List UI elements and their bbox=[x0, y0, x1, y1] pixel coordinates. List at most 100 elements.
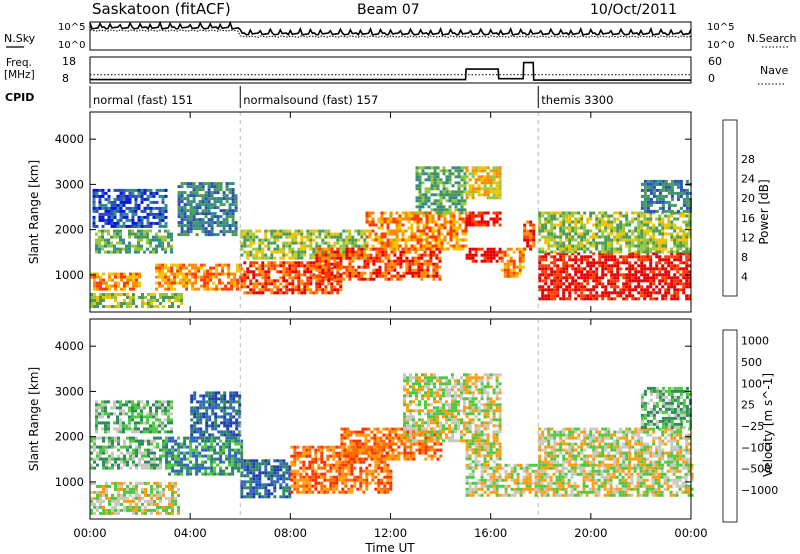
heatmap-cell bbox=[122, 238, 125, 242]
heatmap-cell bbox=[143, 188, 147, 192]
heatmap-cell bbox=[171, 511, 174, 515]
heatmap-cell bbox=[568, 276, 572, 280]
heatmap-cell bbox=[214, 391, 218, 395]
heatmap-cell bbox=[150, 296, 153, 299]
heatmap-cell bbox=[640, 250, 644, 254]
heatmap-cell bbox=[550, 294, 554, 298]
heatmap-cell bbox=[279, 250, 283, 254]
nsky-label: N.Sky bbox=[4, 32, 36, 45]
heatmap-cell bbox=[182, 272, 186, 276]
heatmap-cell bbox=[562, 226, 566, 230]
heatmap-cell bbox=[114, 296, 117, 299]
heatmap-cell bbox=[252, 273, 256, 277]
heatmap-cell bbox=[354, 271, 358, 275]
heatmap-cell bbox=[193, 430, 197, 434]
heatmap-cell bbox=[189, 445, 193, 449]
heatmap-cell bbox=[158, 284, 162, 288]
heatmap-cell bbox=[607, 223, 611, 227]
heatmap-cell bbox=[123, 487, 126, 491]
heatmap-cell bbox=[360, 271, 364, 275]
heatmap-cell bbox=[634, 273, 638, 277]
heatmap-cell bbox=[231, 188, 235, 192]
heatmap-cell bbox=[577, 294, 581, 298]
heatmap-cell bbox=[164, 206, 168, 210]
heatmap-cell bbox=[577, 247, 581, 251]
heatmap-cell bbox=[177, 463, 181, 467]
heatmap-cell bbox=[550, 279, 554, 283]
heatmap-cell bbox=[622, 297, 626, 301]
heatmap-cell bbox=[658, 255, 662, 259]
heatmap-cell bbox=[357, 232, 361, 236]
heatmap-cell bbox=[201, 185, 205, 189]
heatmap-cell bbox=[108, 466, 111, 470]
heatmap-cell bbox=[206, 287, 210, 291]
heatmap-cell bbox=[220, 397, 224, 401]
heatmap-cell bbox=[177, 469, 181, 473]
heatmap-cell bbox=[637, 211, 641, 215]
heatmap-cell bbox=[562, 252, 566, 256]
heatmap-cell bbox=[389, 211, 393, 215]
heatmap-cell bbox=[333, 256, 337, 260]
heatmap-cell bbox=[217, 391, 221, 395]
heatmap-cell bbox=[423, 250, 427, 254]
heatmap-cell bbox=[324, 241, 328, 245]
heatmap-cell bbox=[161, 197, 165, 201]
heatmap-cell bbox=[315, 256, 319, 260]
heatmap-cell bbox=[303, 291, 307, 295]
heatmap-cell bbox=[93, 278, 96, 282]
heatmap-cell bbox=[446, 229, 450, 233]
heatmap-cell bbox=[198, 188, 202, 192]
heatmap-cell bbox=[380, 211, 384, 215]
heatmap-cell bbox=[661, 217, 665, 221]
heatmap-cell bbox=[506, 271, 510, 275]
heatmap-cell bbox=[559, 276, 563, 280]
heatmap-cell bbox=[213, 197, 217, 201]
heatmap-cell bbox=[568, 229, 572, 233]
heatmap-cell bbox=[395, 232, 399, 236]
heatmap-cell bbox=[649, 285, 653, 289]
heatmap-cell bbox=[436, 178, 440, 182]
heatmap-cell bbox=[213, 185, 217, 189]
heatmap-cell bbox=[463, 178, 467, 182]
heatmap-cell bbox=[270, 267, 274, 271]
heatmap-cell bbox=[423, 268, 427, 272]
heatmap-cell bbox=[495, 214, 499, 218]
heatmap-cell bbox=[92, 206, 96, 210]
heatmap-cell bbox=[159, 490, 162, 494]
heatmap-cell bbox=[586, 270, 590, 274]
heatmap-cell bbox=[226, 418, 230, 422]
heatmap-cell bbox=[140, 418, 143, 422]
heatmap-cell bbox=[486, 223, 490, 227]
heatmap-cell bbox=[556, 282, 560, 286]
heatmap-cell bbox=[155, 215, 159, 219]
heatmap-cell bbox=[529, 229, 533, 233]
heatmap-cell bbox=[661, 211, 665, 215]
heatmap-cell bbox=[486, 187, 490, 191]
heatmap-cell bbox=[616, 238, 620, 242]
heatmap-cell bbox=[146, 412, 149, 416]
heatmap-cell bbox=[221, 266, 225, 270]
heatmap-cell bbox=[449, 220, 453, 224]
heatmap-cell bbox=[93, 302, 96, 305]
heatmap-cell bbox=[380, 241, 384, 245]
heatmap-cell bbox=[492, 220, 496, 224]
heatmap-cell bbox=[312, 276, 316, 280]
heatmap-cell bbox=[159, 496, 162, 500]
heatmap-cell bbox=[330, 253, 334, 257]
heatmap-cell bbox=[107, 400, 110, 404]
heatmap-cell bbox=[134, 415, 137, 419]
heatmap-cell bbox=[134, 197, 138, 201]
heatmap-cell bbox=[207, 221, 211, 225]
heatmap-cell bbox=[192, 221, 196, 225]
heatmap-cell bbox=[670, 203, 674, 207]
heatmap-cell bbox=[498, 256, 502, 260]
heatmap-cell bbox=[547, 238, 551, 242]
heatmap-cell bbox=[673, 267, 677, 271]
heatmap-cell bbox=[492, 178, 496, 182]
heatmap-cell bbox=[300, 241, 304, 245]
heatmap-cell bbox=[294, 270, 298, 274]
heatmap-cell bbox=[489, 253, 493, 257]
heatmap-cell bbox=[327, 253, 331, 257]
heatmap-cell bbox=[652, 194, 656, 198]
heatmap-cell bbox=[443, 226, 447, 230]
